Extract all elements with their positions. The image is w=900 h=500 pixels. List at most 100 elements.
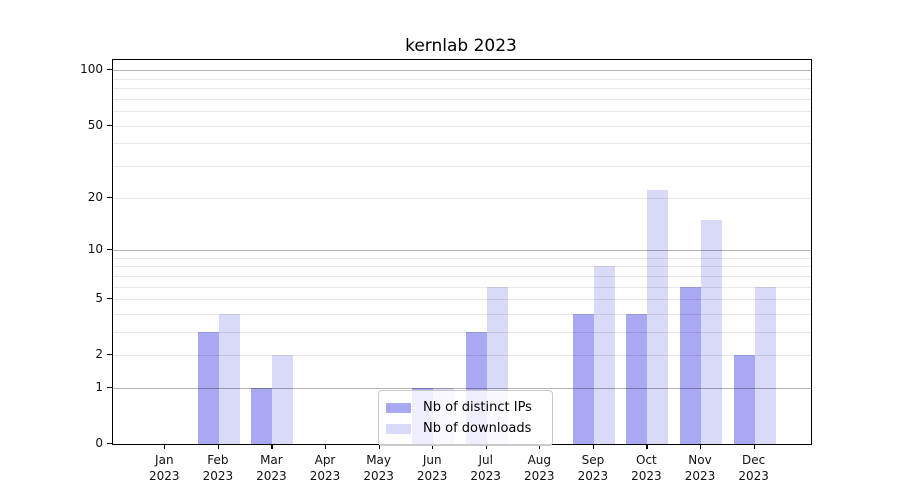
y-tick-mark-100	[107, 69, 112, 71]
y-tick-label-50: 50	[87, 117, 103, 132]
x-tick-mark-jan	[164, 444, 166, 449]
plot-area	[112, 59, 812, 445]
bar-distinct-ips-oct	[626, 313, 648, 444]
x-tick-year: 2023	[631, 468, 662, 483]
legend-item-downloads: Nb of downloads	[386, 418, 544, 439]
x-tick-label-jun: Jun 2023	[404, 453, 460, 484]
minor-gridline-3	[113, 332, 811, 333]
minor-gridline-60	[113, 111, 811, 113]
x-tick-mark-nov	[700, 444, 702, 449]
major-gridline-10	[113, 250, 811, 251]
bar-downloads-feb	[218, 313, 240, 444]
y-tick-label-20: 20	[87, 189, 103, 204]
bar-distinct-ips-feb	[197, 332, 219, 444]
y-tick-label-5: 5	[95, 291, 103, 306]
minor-gridline-9	[113, 257, 811, 259]
legend-swatch-distinct-ips	[386, 402, 411, 413]
x-tick-year: 2023	[309, 468, 341, 483]
x-tick-month: Jun	[422, 453, 442, 467]
x-tick-year: 2023	[738, 468, 769, 483]
minor-gridline-4	[113, 313, 811, 315]
x-tick-month: Jul	[478, 453, 493, 467]
legend-swatch-downloads	[386, 423, 411, 434]
bar-downloads-mar	[272, 355, 294, 444]
x-tick-mark-may	[378, 444, 380, 449]
x-tick-month: May	[366, 453, 391, 467]
y-tick-label-1: 1	[95, 380, 103, 395]
major-gridline-100	[113, 70, 811, 72]
x-tick-month: Sep	[581, 453, 605, 467]
bar-distinct-ips-dec	[733, 355, 755, 444]
minor-gridline-30	[113, 166, 811, 167]
x-tick-month: Feb	[207, 453, 229, 467]
y-tick-mark-20	[107, 196, 112, 198]
bar-distinct-ips-sep	[572, 313, 594, 444]
x-tick-month: Oct	[636, 453, 657, 467]
x-tick-mark-apr	[325, 444, 327, 449]
x-tick-year: 2023	[684, 468, 716, 483]
x-tick-mark-mar	[271, 444, 273, 449]
x-tick-month: Aug	[527, 453, 552, 467]
y-tick-label-10: 10	[87, 242, 103, 256]
y-tick-mark-10	[107, 249, 112, 251]
y-tick-mark-2	[107, 354, 112, 356]
x-tick-mark-sep	[592, 444, 595, 449]
x-tick-month: Nov	[688, 453, 712, 467]
minor-gridline-7	[113, 275, 811, 277]
x-tick-label-oct: Oct 2023	[618, 453, 674, 484]
minor-gridline-50	[113, 125, 811, 127]
x-tick-label-sep: Sep 2023	[565, 453, 621, 484]
x-tick-year: 2023	[149, 468, 180, 483]
chart-title: kernlab 2023	[405, 36, 517, 56]
x-tick-label-may: May 2023	[351, 453, 407, 484]
major-gridline-1	[113, 388, 811, 390]
y-tick-label-2: 2	[95, 347, 103, 362]
x-tick-year: 2023	[202, 468, 234, 483]
bar-downloads-dec	[754, 286, 776, 444]
minor-gridline-2	[113, 355, 811, 357]
x-tick-mark-aug	[539, 444, 541, 449]
x-tick-label-aug: Aug 2023	[511, 453, 567, 484]
y-tick-mark-5	[107, 298, 112, 300]
x-tick-year: 2023	[577, 468, 609, 483]
minor-gridline-80	[113, 88, 811, 90]
x-tick-month: Mar	[260, 453, 283, 467]
bar-downloads-sep	[593, 266, 615, 444]
legend: Nb of distinct IPs Nb of downloads	[378, 390, 553, 446]
x-tick-label-feb: Feb 2023	[190, 453, 246, 484]
x-tick-mark-feb	[217, 444, 220, 449]
x-tick-label-mar: Mar 2023	[243, 453, 299, 484]
bar-downloads-nov	[701, 219, 722, 444]
x-tick-label-jul: Jul 2023	[458, 453, 514, 484]
minor-gridline-6	[113, 286, 811, 288]
x-tick-mark-dec	[753, 444, 755, 449]
minor-gridline-5	[113, 299, 811, 301]
x-tick-year: 2023	[524, 468, 555, 483]
x-tick-year: 2023	[363, 468, 394, 483]
x-tick-month: Apr	[314, 453, 336, 467]
y-tick-mark-1	[107, 387, 112, 389]
x-tick-mark-oct	[646, 444, 648, 449]
y-tick-mark-0	[107, 443, 112, 445]
y-tick-label-100: 100	[80, 62, 103, 77]
minor-gridline-90	[113, 78, 811, 80]
legend-label-distinct-ips: Nb of distinct IPs	[423, 400, 532, 415]
x-tick-mark-jun	[432, 444, 434, 449]
bar-downloads-oct	[647, 190, 669, 444]
bar-distinct-ips-mar	[251, 388, 273, 444]
y-tick-mark-50	[107, 124, 112, 126]
x-tick-year: 2023	[470, 468, 501, 483]
minor-gridline-70	[113, 98, 811, 100]
x-tick-label-apr: Apr 2023	[297, 453, 353, 484]
legend-label-downloads: Nb of downloads	[423, 421, 532, 436]
x-tick-label-dec: Dec 2023	[726, 453, 782, 484]
legend-item-distinct-ips: Nb of distinct IPs	[386, 397, 544, 418]
x-tick-year: 2023	[416, 468, 448, 483]
x-tick-month: Dec	[741, 453, 766, 467]
x-tick-year: 2023	[256, 468, 287, 483]
minor-gridline-20	[113, 197, 811, 199]
x-tick-month: Jan	[155, 453, 174, 467]
x-tick-mark-jul	[485, 444, 487, 449]
y-tick-label-0: 0	[95, 436, 103, 451]
